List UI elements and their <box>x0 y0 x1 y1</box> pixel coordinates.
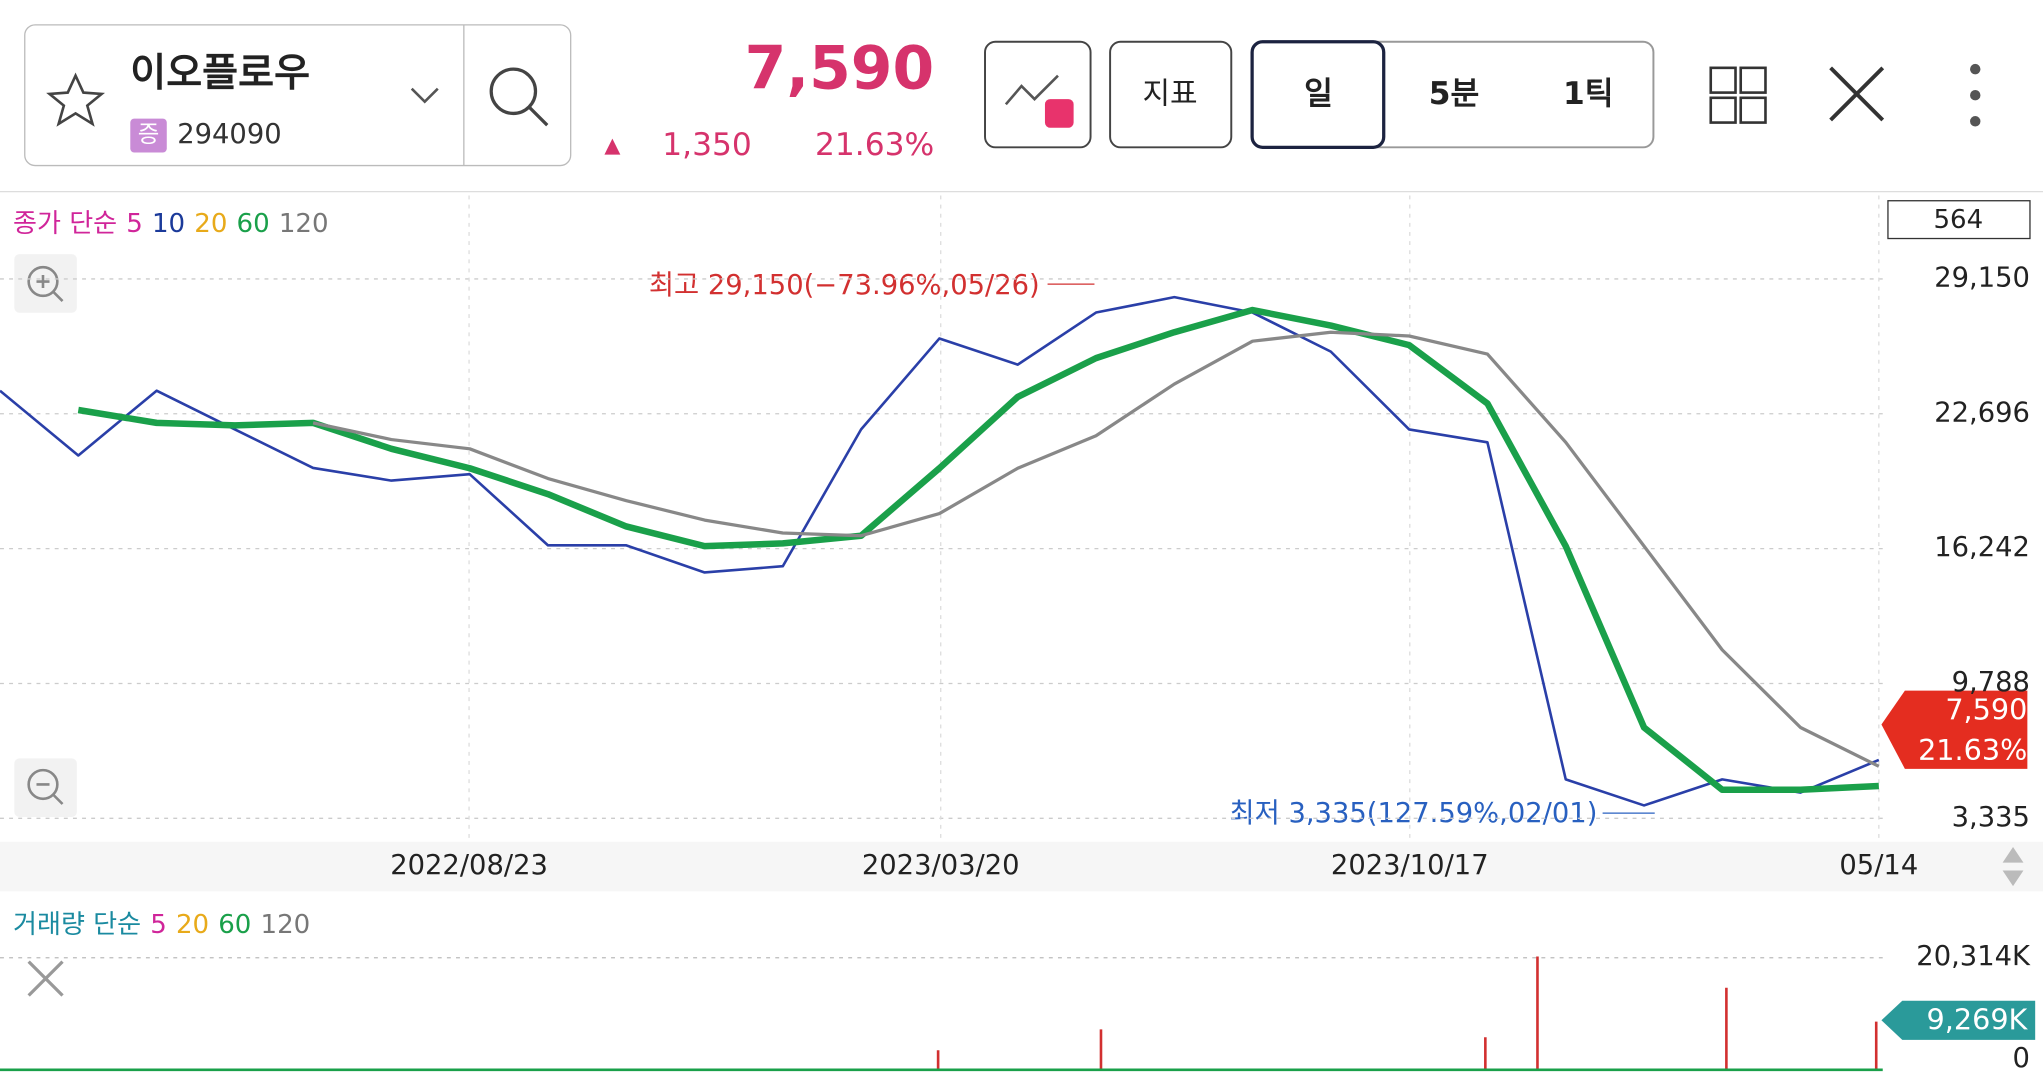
x-tick-label: 2022/08/23 <box>390 850 548 881</box>
y-tick-label: 3,335 <box>1952 802 2030 833</box>
volume-legend-label: 거래량 단순 <box>13 910 141 940</box>
y-tick-label: 22,696 <box>1934 397 2030 428</box>
series-line <box>77 306 1879 794</box>
y-tick-label: 9,788 <box>1952 667 2030 698</box>
change: 1,350 <box>662 127 752 163</box>
x-tick-label: 2023/10/17 <box>1331 850 1489 881</box>
up-arrow: ▲ <box>604 133 620 157</box>
volume-tick: 0 <box>2013 1043 2030 1074</box>
day-label: 일 <box>1304 76 1333 112</box>
low-annotation: 최저 3,335(127.59%,02/01) <box>1229 798 1597 829</box>
legend-period: 60 <box>237 209 270 239</box>
badge: 증 <box>138 120 160 148</box>
5min-label[interactable]: 5분 <box>1429 76 1480 112</box>
legend-period: 5 <box>126 209 143 239</box>
more-icon[interactable] <box>1970 63 1981 127</box>
volume-legend: 거래량 단순 5 20 60 120 <box>13 910 310 940</box>
star-icon[interactable] <box>46 72 105 127</box>
legend-period: 5 <box>150 910 167 940</box>
change-pct: 21.63% <box>815 127 934 163</box>
ma-legend: 종가 단순 5 10 20 60 120 <box>13 209 329 239</box>
indicator-button[interactable] <box>1109 40 1233 149</box>
price: 7,590 <box>745 33 935 103</box>
x-tick-label: 2023/03/20 <box>862 850 1020 881</box>
tools-icon[interactable] <box>1829 66 1885 122</box>
volume-tick: 20,314K <box>1916 941 2031 972</box>
volume-current: 9,269K <box>1927 1003 2029 1037</box>
play-icon <box>1044 99 1074 128</box>
zoom-in[interactable] <box>14 254 77 313</box>
scroll-arrows[interactable] <box>2002 846 2024 887</box>
day-button[interactable] <box>1250 40 1386 149</box>
tag-price: 7,590 <box>1945 692 2027 726</box>
dropdown-icon[interactable] <box>410 87 439 104</box>
layout-icon[interactable] <box>1709 66 1767 124</box>
volume-bars <box>936 956 1878 1069</box>
search-icon[interactable] <box>489 67 538 116</box>
tag-pct: 21.63% <box>1918 733 2027 767</box>
stock-code: 294090 <box>177 119 281 150</box>
price-tag <box>1881 690 2028 769</box>
legend-period: 20 <box>176 910 209 940</box>
stock-name: 이오플로우 <box>130 51 310 96</box>
x-tick-label: 05/14 <box>1839 850 1918 881</box>
chart-icon <box>1004 74 1059 106</box>
y-tick-label: 16,242 <box>1934 532 2030 563</box>
legend-period: 10 <box>152 209 185 239</box>
search-icon-handle <box>527 105 549 127</box>
count-value: 564 <box>1933 205 1983 235</box>
legend-label: 종가 단순 <box>13 209 117 239</box>
zoom-out[interactable] <box>14 758 77 818</box>
series-line <box>312 330 1880 768</box>
legend-period: 120 <box>261 910 311 940</box>
x-axis-band <box>0 841 2043 892</box>
close-volume[interactable] <box>27 960 64 997</box>
tick-label[interactable]: 1틱 <box>1563 76 1614 112</box>
legend-period: 20 <box>194 209 227 239</box>
high-annotation: 최고 29,150(−73.96%,05/26) <box>649 270 1040 301</box>
volume-tag <box>1881 1000 2036 1040</box>
y-tick-label: 29,150 <box>1934 262 2030 293</box>
count-box[interactable] <box>1887 200 2031 240</box>
badge-bg <box>130 118 167 153</box>
legend-period: 60 <box>218 910 251 940</box>
legend-period: 120 <box>279 209 329 239</box>
indicator-label: 지표 <box>1142 77 1197 112</box>
series-line <box>0 295 1880 807</box>
